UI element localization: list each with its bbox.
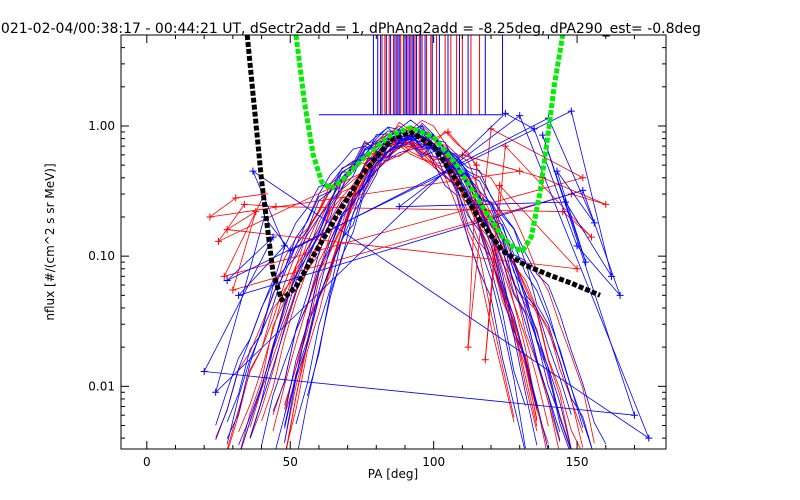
red-noise-segment [244,203,276,208]
sector-lines [318,35,503,116]
red-noise-segment [218,204,245,242]
blue-noise-marker [608,272,615,280]
blue-noise-segment [565,201,612,277]
red-noise-marker [579,174,587,182]
x-tick-label: 100 [422,455,445,469]
blue-noise-segment [226,110,572,281]
blue-noise-segment [203,236,274,372]
y-axis-label: nflux [#/(cm^2 s sr MeV)] [43,163,57,320]
x-tick-label: 50 [283,455,298,469]
chart-title: 2021-02-04/00:38:17 - 00:44:21 UT, dSect… [0,21,701,37]
red-noise-segment [224,177,583,277]
blue-noise-segment [204,371,635,416]
red-noise-segment [209,197,236,218]
x-tick-label: 0 [143,455,151,469]
blue-noise-segment [542,135,635,416]
x-axis-label: PA [deg] [368,467,418,481]
blue-noise-marker [530,125,538,133]
red-noise-segment [571,193,606,205]
red-noise-segment [562,211,592,238]
blue-profile-curve-6 [275,146,526,449]
red-noise-segment [484,185,501,360]
red-noise-segment [490,128,584,179]
blue-noise-segment [215,216,265,393]
blue-noise-marker [249,167,257,175]
red-noise-segment [447,131,477,166]
blue-noise-segment [238,190,583,296]
red-noise-segment [467,128,492,348]
y-tick-label: 0.01 [88,379,115,393]
red-noise-segment [227,229,578,270]
blue-noise-segment [570,111,612,277]
blue-noise-marker [235,291,243,299]
red-noise-segment [209,170,520,218]
y-tick-label: 0.10 [88,249,115,263]
blue-noise-segment [582,190,621,296]
blue-noise-segment [226,236,274,281]
blue-noise-marker [573,242,581,250]
blue-noise-segment [576,245,621,296]
red-profile-curve-10 [284,140,584,448]
red-noise-segment [232,211,257,291]
green-model-curve [293,35,566,254]
blue-noise-segment [215,113,506,393]
model-series [244,35,601,303]
blue-noise-segment [252,170,285,247]
red-noise-marker [220,272,228,280]
blue-profile-curve-12 [261,143,584,446]
red-profile-curve-1 [240,125,515,449]
y-tick-label: 1.00 [88,119,115,133]
black-model-curve [244,35,601,303]
red-profile-curve-17 [226,137,538,449]
blue-noise-segment [533,128,578,246]
red-noise-segment [232,193,572,291]
red-noise-marker [229,286,237,294]
blue-noise-segment [252,170,650,439]
red-noise-segment [499,185,578,270]
blue-noise-segment [398,115,520,207]
blue-noise-marker [539,131,547,139]
red-noise-segment [505,145,592,238]
blue-noise-segment [556,170,595,224]
blue-noise-segment [505,113,535,130]
blue-noise-segment [264,216,291,252]
blue-noise-marker [200,367,208,375]
red-noise-segment [542,177,606,205]
x-tick-label: 150 [566,455,589,469]
axes: 0 50 100 150 0.01 0.10 1.00 [88,35,666,469]
red-noise-segment [484,146,506,360]
red-noise-segment [235,193,265,199]
red-noise-marker [215,237,223,245]
red-noise-segment [223,193,265,277]
red-noise-marker [444,128,452,136]
blue-noise-segment [548,117,595,224]
blue-profile-curve-15 [284,122,538,427]
plot-frame [120,34,667,450]
red-profile-curve-9 [286,135,561,449]
red-noise-segment [226,211,257,230]
blue-noise-segment [238,245,285,296]
